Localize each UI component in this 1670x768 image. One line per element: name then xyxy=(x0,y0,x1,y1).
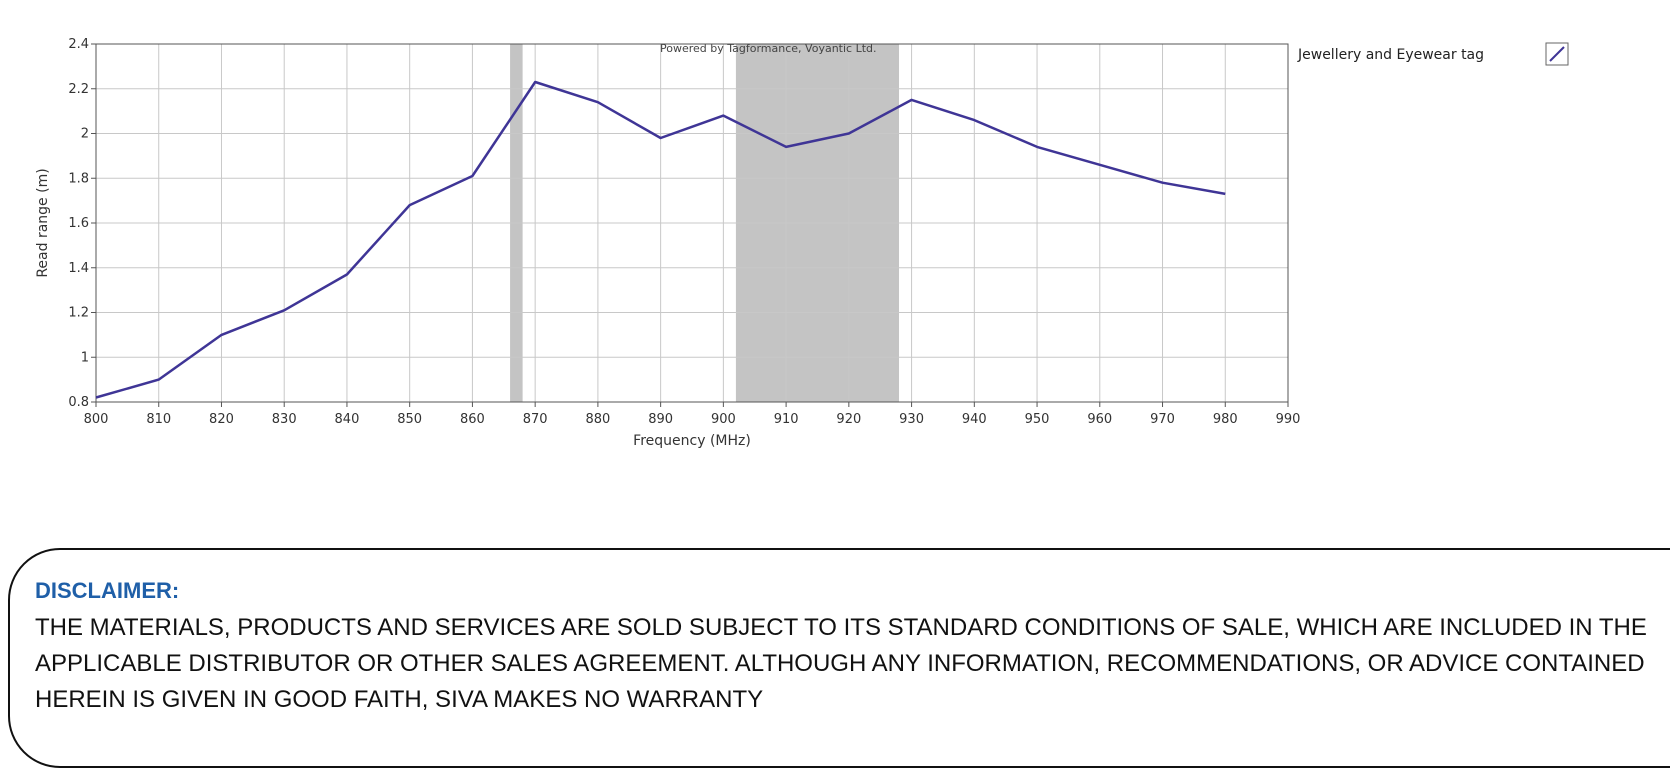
grid-lines xyxy=(95,43,1289,403)
y-tick-label: 1.8 xyxy=(68,171,89,186)
x-tick-label: 930 xyxy=(899,412,924,427)
y-tick-label: 0.8 xyxy=(68,395,89,410)
x-tick-label: 970 xyxy=(1150,412,1175,427)
y-tick-label: 2.2 xyxy=(68,82,89,97)
y-axis-ticks: 0.8 1 1.2 1.4 1.6 1.8 2 2.2 2.4 xyxy=(68,37,96,410)
disclaimer-text: THE MATERIALS, PRODUCTS AND SERVICES ARE… xyxy=(35,614,1647,713)
chart-credit: Powered by Tagformance, Voyantic Ltd. xyxy=(660,42,877,55)
legend-label: Jewellery and Eyewear tag xyxy=(1297,47,1484,63)
y-tick-label: 1.2 xyxy=(68,306,89,321)
x-tick-label: 900 xyxy=(711,412,736,427)
x-tick-label: 860 xyxy=(460,412,485,427)
x-tick-label: 910 xyxy=(774,412,799,427)
x-tick-label: 820 xyxy=(209,412,234,427)
series-lines xyxy=(95,80,1226,399)
x-tick-label: 850 xyxy=(397,412,422,427)
x-tick-label: 940 xyxy=(962,412,987,427)
x-tick-label: 960 xyxy=(1087,412,1112,427)
y-tick-label: 1.4 xyxy=(68,261,89,276)
x-axis-title: Frequency (MHz) xyxy=(633,433,751,449)
x-tick-label: 800 xyxy=(84,412,109,427)
x-tick-label: 880 xyxy=(585,412,610,427)
y-axis-title: Read range (m) xyxy=(35,168,51,277)
legend: Jewellery and Eyewear tag xyxy=(1297,42,1569,66)
x-tick-label: 840 xyxy=(335,412,360,427)
x-tick-label: 950 xyxy=(1025,412,1050,427)
y-tick-label: 1.6 xyxy=(68,216,89,231)
y-tick-label: 1 xyxy=(81,350,89,365)
disclaimer-title: DISCLAIMER: xyxy=(35,578,180,603)
y-tick-label: 2.4 xyxy=(68,37,89,52)
x-tick-label: 990 xyxy=(1276,412,1301,427)
x-axis-ticks: 800 810 820 830 840 850 860 870 880 890 900 910 920 9… xyxy=(84,402,1301,427)
x-tick-label: 980 xyxy=(1213,412,1238,427)
x-tick-label: 890 xyxy=(648,412,673,427)
legend-swatch-line xyxy=(1549,46,1565,62)
x-tick-label: 830 xyxy=(272,412,297,427)
read-range-chart: 800 810 820 830 840 850 860 870 880 890 900 910 920 9… xyxy=(35,37,1569,449)
x-tick-label: 870 xyxy=(523,412,548,427)
x-tick-label: 920 xyxy=(836,412,861,427)
x-tick-label: 810 xyxy=(146,412,171,427)
y-tick-label: 2 xyxy=(81,127,89,142)
series-line xyxy=(95,80,1226,399)
